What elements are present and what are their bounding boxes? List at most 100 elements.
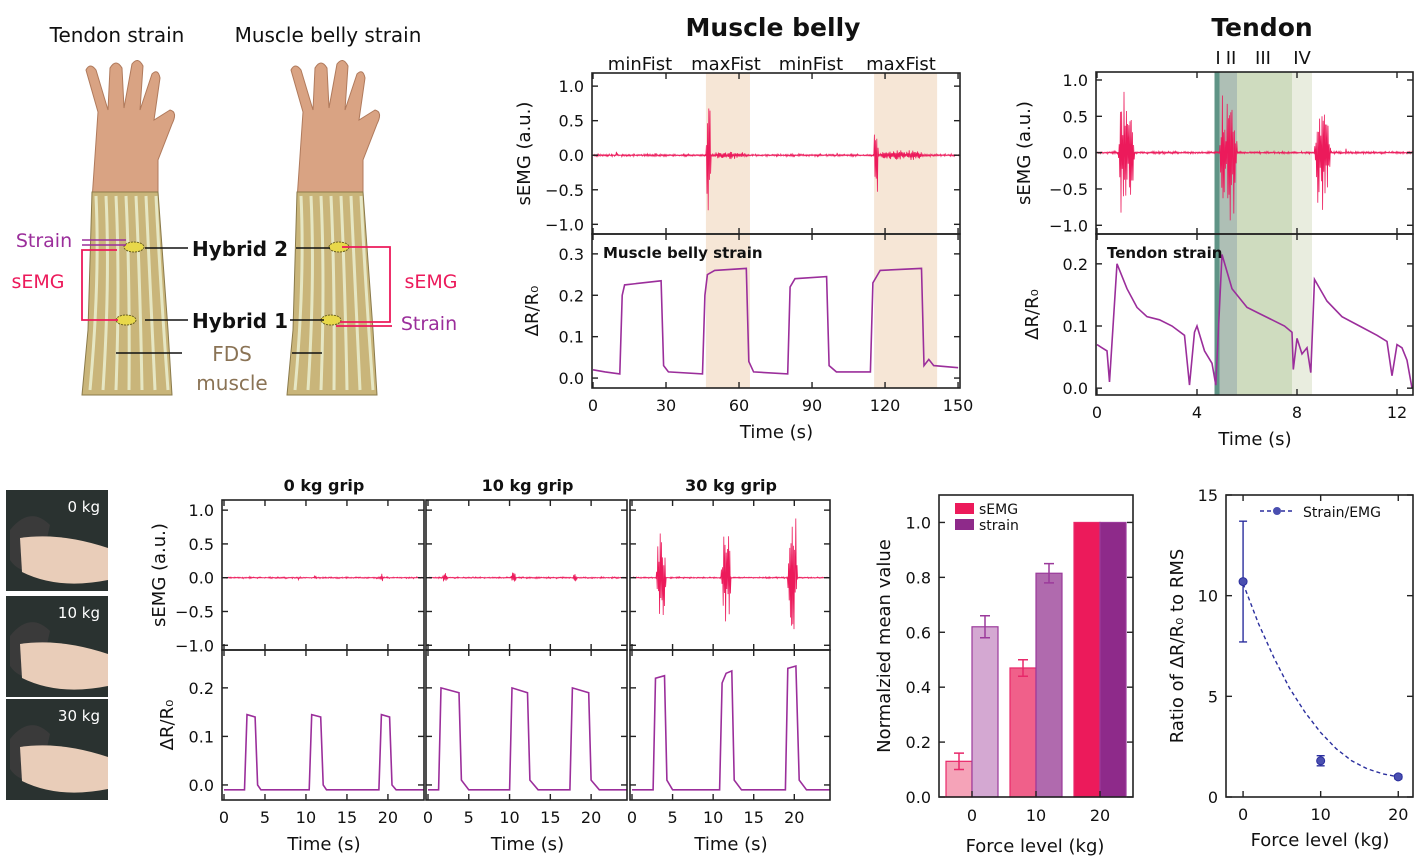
y-tick-label: 0.2 xyxy=(1063,255,1088,274)
semg-lead xyxy=(81,249,118,321)
x-axis-label: Time (s) xyxy=(739,422,813,443)
semg-axis-label: sEMG (a.u.) xyxy=(149,523,170,627)
x-tick-label: 10 xyxy=(1026,806,1046,825)
plot-frame xyxy=(221,499,425,651)
semg-lead xyxy=(336,246,392,327)
phase-label: maxFist xyxy=(691,54,761,75)
grip-photo xyxy=(6,490,108,591)
y-tick-label: −0.5 xyxy=(1049,180,1088,199)
x-tick-label: 20 xyxy=(581,808,601,827)
strain-inset-label: Tendon strain xyxy=(1107,244,1222,262)
hybrid-1-label: Hybrid 1 xyxy=(192,309,288,333)
strain-axis-label: ΔR/R₀ xyxy=(522,286,543,337)
y-tick-label: 0.2 xyxy=(189,679,214,698)
bar-semg xyxy=(1073,521,1101,798)
legend-label: sEMG xyxy=(979,502,1018,518)
y-tick-label: 0 xyxy=(1208,788,1218,807)
tendon-fiber xyxy=(359,195,375,391)
y-tick-label: 0.0 xyxy=(1063,379,1088,398)
y-tick-label: 0.0 xyxy=(189,776,214,795)
grip-title: 10 kg grip xyxy=(482,476,574,495)
y-tick-label: 0.5 xyxy=(189,535,214,554)
legend-marker xyxy=(1273,507,1281,515)
plot-frame xyxy=(221,649,425,801)
x-tick-label: 90 xyxy=(802,396,822,415)
x-tick-label: 30 xyxy=(656,396,676,415)
tendon-fiber xyxy=(114,195,120,391)
tendon-fiber xyxy=(88,195,99,391)
y-tick-label: −1.0 xyxy=(545,215,584,234)
x-tick-label: 5 xyxy=(464,808,474,827)
tendon-fiber xyxy=(101,195,109,391)
x-tick-label: 0 xyxy=(219,808,229,827)
tendon-fiber xyxy=(349,195,362,391)
y-tick-label: −0.5 xyxy=(545,181,584,200)
strain-axis-label: ΔR/R₀ xyxy=(157,700,178,751)
grip-title: 0 kg grip xyxy=(284,476,365,495)
x-tick-label: 0 xyxy=(423,808,433,827)
x-tick-label: 12 xyxy=(1387,403,1407,422)
y-axis-label: Ratio of ΔR/R₀ to RMS xyxy=(1167,549,1188,744)
bar-semg xyxy=(1009,667,1037,798)
plot-frame xyxy=(591,233,961,389)
strain-trace xyxy=(632,664,830,791)
weight-label: 0 kg xyxy=(67,498,100,516)
y-tick-label: 0.2 xyxy=(559,286,584,305)
x-tick-label: 20 xyxy=(1388,805,1408,824)
x-axis-label: Time (s) xyxy=(693,834,767,855)
legend-swatch-strain xyxy=(955,519,974,530)
data-point xyxy=(1316,756,1326,766)
x-tick-label: 0 xyxy=(588,396,598,415)
semg-trace xyxy=(223,573,425,582)
bar-strain xyxy=(1035,572,1063,798)
hand-icon xyxy=(290,60,381,201)
y-axis-label: Normalzied mean value xyxy=(874,539,895,753)
x-axis-label: Time (s) xyxy=(1217,429,1291,450)
phase-label: minFist xyxy=(608,54,672,75)
strain-trace xyxy=(1096,254,1413,389)
shaded-phase-region xyxy=(705,73,750,388)
x-tick-label: 20 xyxy=(784,808,804,827)
data-point xyxy=(1393,772,1403,782)
callout-line xyxy=(116,247,330,354)
plot-frame xyxy=(425,499,628,651)
plot-frame xyxy=(1095,233,1414,396)
hybrid-2-label: Hybrid 2 xyxy=(192,237,288,261)
muscle-belly-title: Muscle belly xyxy=(686,13,861,42)
x-tick-label: 5 xyxy=(260,808,270,827)
shaded-phase-region xyxy=(874,73,938,388)
phase-label: maxFist xyxy=(866,54,936,75)
phase-label: IV xyxy=(1293,48,1311,69)
grip-title: 30 kg grip xyxy=(685,476,777,495)
forearm-illustration xyxy=(286,60,381,396)
x-tick-label: 20 xyxy=(1090,806,1110,825)
tendon-fiber xyxy=(319,195,325,391)
fds-label: FDS xyxy=(212,342,252,366)
x-tick-label: 60 xyxy=(729,396,749,415)
hand-icon xyxy=(85,60,176,201)
tendon-fiber xyxy=(339,195,349,391)
y-tick-label: 0.1 xyxy=(559,328,584,347)
muscle-belly-strain-heading: Muscle belly strain xyxy=(235,23,422,47)
fit-curve xyxy=(1242,583,1399,778)
tendon-fiber xyxy=(329,195,336,391)
bar-strain xyxy=(1099,521,1127,798)
error-bar xyxy=(1018,658,1028,677)
x-tick-label: 15 xyxy=(337,808,357,827)
x-axis-label: Time (s) xyxy=(286,834,360,855)
y-tick-label: 5 xyxy=(1208,687,1218,706)
hand-icon xyxy=(20,536,108,584)
x-tick-label: 0 xyxy=(967,806,977,825)
y-tick-label: 0.8 xyxy=(906,568,931,587)
plot-frame xyxy=(1225,494,1414,798)
y-tick-label: 0.5 xyxy=(1063,107,1088,126)
error-bar xyxy=(1044,562,1054,584)
legend-label: Strain/EMG xyxy=(1303,505,1381,521)
forearm-illustration xyxy=(81,60,176,396)
strain-label: Strain xyxy=(16,230,72,252)
x-tick-label: 5 xyxy=(667,808,677,827)
y-tick-label: −1.0 xyxy=(1049,216,1088,235)
y-tick-label: 0.1 xyxy=(189,727,214,746)
x-axis-label: Force level (kg) xyxy=(966,836,1105,857)
plot-frame xyxy=(425,649,628,801)
